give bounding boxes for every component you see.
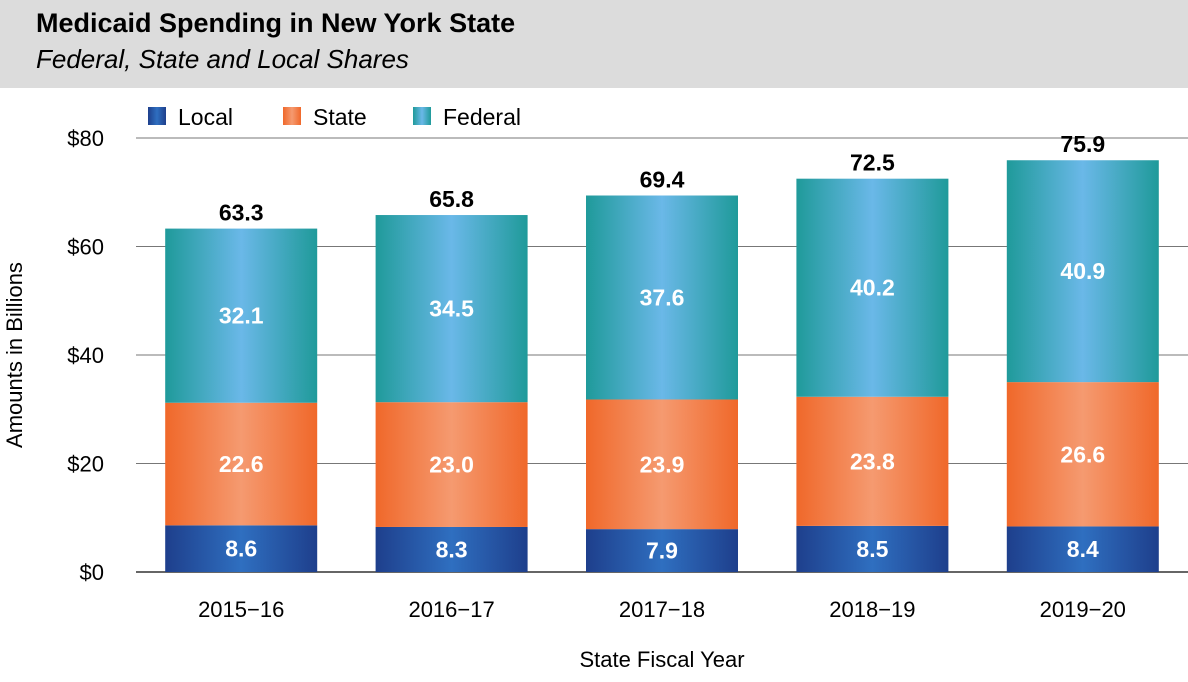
bar-segment-local [165,525,318,572]
legend-label-local: Local [178,104,233,130]
bar-segment-federal [1006,160,1159,383]
y-tick-label: $0 [80,560,104,585]
bar-value-label: 23.0 [429,452,474,478]
bar-segment-local [1006,526,1159,572]
bar-value-label: 7.9 [646,538,678,564]
x-axis-label: State Fiscal Year [579,647,744,672]
bar-segment-state [375,402,528,527]
bar-value-label: 8.4 [1067,536,1099,562]
bar-segment-state [586,399,738,530]
bar-value-label: 8.6 [225,536,257,562]
bar-value-label: 23.9 [640,451,685,477]
bar-total-label: 63.3 [219,200,264,226]
legend-swatch-federal [413,107,431,125]
x-tick-label: 2019−20 [1040,597,1126,622]
bar-total-label: 69.4 [640,167,685,193]
bar-total-label: 72.5 [850,150,895,176]
x-tick-label: 2018−19 [829,597,915,622]
x-tick-label: 2017−18 [619,597,705,622]
bar-total-label: 65.8 [429,186,474,212]
bar-value-label: 32.1 [219,303,264,329]
bar-segment-federal [165,228,318,403]
bar-segment-federal [796,178,949,397]
bar-value-label: 40.9 [1060,258,1105,284]
legend-label-federal: Federal [443,104,521,130]
chart-subtitle: Federal, State and Local Shares [36,44,409,74]
bar-segment-local [375,526,528,572]
bar-value-label: 37.6 [640,284,685,310]
bar-segment-federal [586,195,738,400]
legend-label-state: State [313,104,367,130]
bar-value-label: 40.2 [850,275,895,301]
y-tick-label: $80 [67,126,104,151]
bar-segment-state [796,396,949,526]
y-tick-label: $60 [67,235,104,260]
chart-title: Medicaid Spending in New York State [36,8,516,38]
x-tick-label: 2016−17 [408,597,494,622]
y-tick-label: $40 [67,343,104,368]
bar-segment-local [586,529,738,572]
bar-value-label: 34.5 [429,296,474,322]
y-tick-label: $20 [67,452,104,477]
bar-value-label: 8.3 [436,536,468,562]
chart-header: Medicaid Spending in New York State Fede… [0,0,1188,88]
bar-value-label: 22.6 [219,451,264,477]
bar-value-label: 26.6 [1060,441,1105,467]
bar-segment-federal [375,215,528,403]
bar-value-label: 8.5 [856,536,888,562]
bar-segment-state [165,402,318,526]
x-tick-label: 2015−16 [198,597,284,622]
y-axis-label: Amounts in Billions [2,262,27,448]
bar-segment-state [1006,382,1159,527]
bar-segment-local [796,525,949,572]
bar-value-label: 23.8 [850,448,895,474]
legend-swatch-state [283,107,301,125]
legend-swatch-local [148,107,166,125]
bar-total-label: 75.9 [1060,131,1105,157]
